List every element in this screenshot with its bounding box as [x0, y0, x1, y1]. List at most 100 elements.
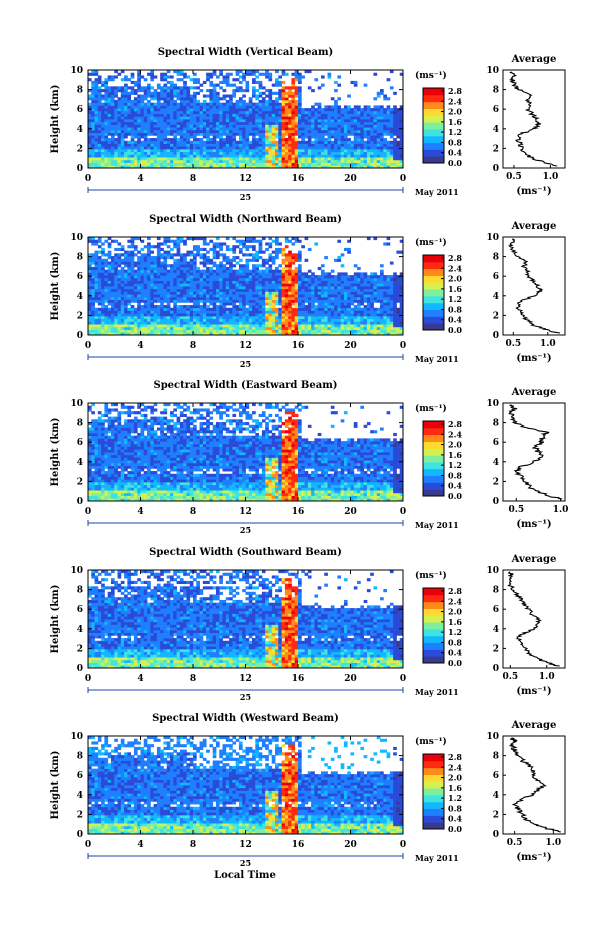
heatmap-cell [193, 258, 197, 262]
heatmap-cell [353, 143, 358, 147]
heatmap-cell [271, 272, 276, 276]
heatmap-cell [298, 121, 302, 125]
heatmap-cell [347, 148, 351, 153]
heatmap-cell [314, 143, 319, 147]
heatmap-cell [248, 272, 253, 276]
heatmap-cell [193, 159, 197, 163]
heatmap-cell [304, 121, 309, 125]
heatmap-cell [117, 97, 122, 101]
heatmap-cell [124, 291, 128, 295]
heatmap-cell [222, 154, 227, 158]
heatmap-cell [215, 135, 220, 139]
heatmap-cell [97, 294, 102, 298]
heatmap-cell [360, 113, 365, 117]
heatmap-cell [324, 121, 328, 125]
heatmap-cell [376, 151, 381, 155]
heatmap-cell [291, 135, 296, 139]
heatmap-cell [150, 75, 155, 79]
heatmap-cell [291, 307, 296, 311]
heatmap-cell [196, 286, 200, 290]
heatmap-cell [133, 110, 138, 114]
heatmap-cell [301, 286, 305, 290]
heatmap-cell [281, 105, 286, 109]
heatmap-cell [124, 159, 128, 163]
heatmap-cell [199, 256, 204, 260]
heatmap-cell [238, 86, 243, 90]
heatmap-cell [298, 80, 302, 85]
heatmap-cell [130, 75, 135, 79]
heatmap-cell [278, 275, 282, 279]
heatmap-cell [150, 258, 155, 262]
heatmap-cell [258, 135, 263, 139]
heatmap-cell [153, 75, 158, 79]
heatmap-cell [340, 151, 345, 155]
heatmap-cell [94, 97, 99, 101]
heatmap-cell [137, 159, 141, 163]
heatmap-cell [166, 97, 171, 101]
heatmap-cell [156, 119, 161, 123]
heatmap-cell [199, 296, 204, 301]
heatmap-cell [330, 132, 335, 136]
heatmap-cell [193, 315, 197, 320]
heatmap-cell [360, 121, 365, 125]
heatmap-cell [179, 132, 184, 136]
heatmap-cell [268, 105, 273, 109]
heatmap-cell [248, 253, 253, 257]
heatmap-cell [288, 121, 292, 125]
heatmap-cell [209, 266, 214, 271]
heatmap-cell [307, 70, 312, 74]
heatmap-cell [91, 315, 95, 320]
heatmap-cell [232, 162, 237, 166]
heatmap-cell [160, 280, 164, 284]
heatmap-cell [343, 108, 348, 112]
heatmap-cell [298, 296, 302, 301]
heatmap-cell [245, 326, 250, 330]
heatmap-cell [94, 332, 99, 335]
heatmap-cell [176, 266, 181, 271]
heatmap-cell [225, 299, 230, 303]
heatmap-cell [156, 129, 161, 134]
heatmap-cell [212, 272, 217, 276]
heatmap-cell [107, 318, 112, 322]
heatmap-cell [340, 119, 345, 123]
heatmap-cell [183, 283, 187, 287]
heatmap-cell [97, 80, 102, 85]
heatmap-cell [186, 132, 191, 136]
heatmap-cell [110, 332, 115, 335]
heatmap-cell [376, 113, 381, 117]
heatmap-cell [281, 124, 286, 128]
heatmap-cell [147, 247, 151, 252]
heatmap-cell [284, 266, 289, 271]
heatmap-cell [88, 280, 92, 284]
heatmap-cell [193, 307, 197, 311]
heatmap-cell [179, 151, 184, 155]
heatmap-cell [298, 135, 302, 139]
heatmap-cell [117, 89, 122, 93]
heatmap-cell [222, 296, 227, 301]
heatmap-cell [261, 97, 266, 101]
heatmap-cell [399, 132, 403, 136]
heatmap-cell [179, 154, 184, 158]
heatmap-cell [94, 258, 99, 262]
heatmap-cell [179, 283, 184, 287]
heatmap-cell [229, 148, 233, 153]
heatmap-cell [91, 283, 95, 287]
heatmap-cell [215, 294, 220, 298]
heatmap-cell [320, 283, 325, 287]
heatmap-cell [183, 272, 187, 276]
heatmap-cell [179, 253, 184, 257]
heatmap-cell [166, 313, 171, 317]
heatmap-cell [127, 159, 132, 163]
heatmap-cell [91, 91, 95, 95]
heatmap-cell [320, 151, 325, 155]
heatmap-cell [298, 313, 302, 317]
heatmap-cell [298, 97, 302, 101]
heatmap-cell [396, 151, 401, 155]
heatmap-cell [229, 83, 233, 87]
heatmap-cell [212, 305, 217, 309]
heatmap-cell [288, 124, 292, 128]
heatmap-cell [393, 162, 397, 166]
heatmap-cell [222, 113, 227, 117]
heatmap-cell [212, 113, 217, 117]
heatmap-cell [189, 288, 194, 292]
